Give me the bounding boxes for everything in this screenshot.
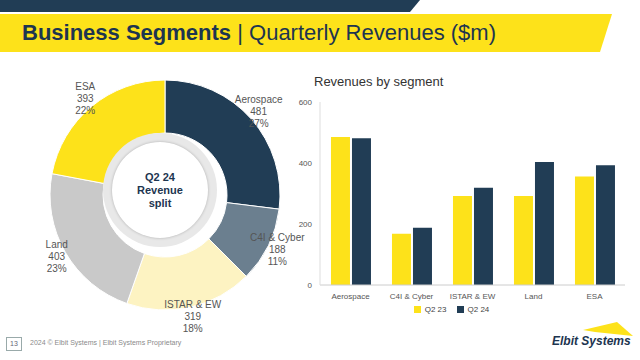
svg-text:ESA39322%: ESA39322% bbox=[75, 81, 95, 116]
html-text:13: 13 bbox=[10, 340, 18, 347]
html-text:Q2 24: Q2 24 bbox=[145, 170, 175, 183]
html-text:split: split bbox=[148, 196, 172, 209]
svg-text:0: 0 bbox=[308, 281, 313, 290]
html-text:Elbit Systems: Elbit Systems bbox=[552, 334, 631, 348]
svg-text:200: 200 bbox=[299, 220, 313, 229]
svg-text:C4I & Cyber18811%: C4I & Cyber18811% bbox=[250, 232, 305, 267]
svg-text:ESA: ESA bbox=[586, 292, 603, 301]
html-text:Business Segments | Quarterly: Business Segments | Quarterly Revenues (… bbox=[22, 20, 496, 45]
svg-text:600: 600 bbox=[299, 98, 313, 107]
svg-text:C4I & Cyber: C4I & Cyber bbox=[390, 292, 434, 301]
html-text:Revenues by segment: Revenues by segment bbox=[314, 74, 444, 89]
html-text:Q2 24: Q2 24 bbox=[467, 305, 490, 314]
html-text:Q2 23: Q2 23 bbox=[424, 305, 447, 314]
html-text:Revenue: Revenue bbox=[137, 183, 183, 196]
svg-text:400: 400 bbox=[299, 159, 313, 168]
svg-text:ISTAR & EW: ISTAR & EW bbox=[450, 292, 496, 301]
svg-text:ISTAR & EW31918%: ISTAR & EW31918% bbox=[164, 299, 222, 334]
svg-text:Aerospace: Aerospace bbox=[331, 292, 370, 301]
svg-text:Land40323%: Land40323% bbox=[46, 239, 68, 274]
svg-text:Aerospace48127%: Aerospace48127% bbox=[235, 94, 283, 129]
svg-text:Land: Land bbox=[525, 292, 543, 301]
html-text:2024 © Elbit Systems | Elbit S: 2024 © Elbit Systems | Elbit Systems Pro… bbox=[30, 339, 182, 346]
